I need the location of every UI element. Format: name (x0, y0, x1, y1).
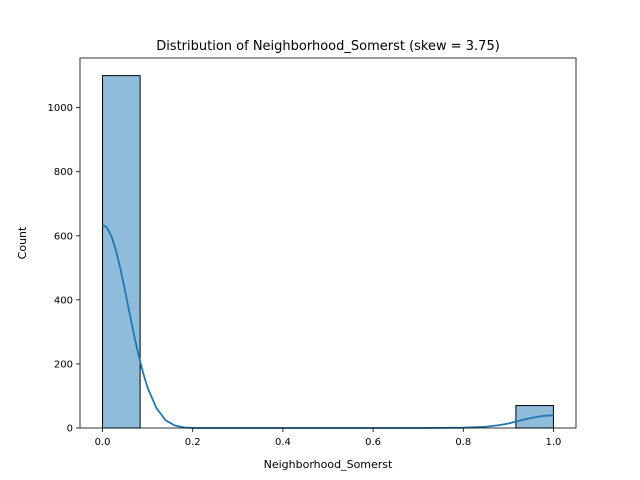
y-axis-label: Count (16, 226, 29, 259)
y-axis-ticks: 0 200 400 600 800 1000 (48, 103, 80, 435)
kde-curve (102, 223, 554, 429)
y-tick-label: 200 (54, 359, 73, 370)
x-tick-label: 0.4 (275, 437, 291, 448)
x-tick-label: 0.6 (365, 437, 381, 448)
x-tick-label: 0.2 (185, 437, 201, 448)
chart-title: Distribution of Neighborhood_Somerst (sk… (156, 39, 500, 54)
x-tick-label: 0.8 (455, 437, 471, 448)
y-tick-label: 600 (54, 231, 73, 242)
y-tick-label: 1000 (48, 103, 73, 114)
y-tick-label: 0 (67, 424, 73, 435)
plot-frame (79, 57, 577, 429)
histogram-bars (102, 75, 554, 429)
y-tick-label: 800 (54, 167, 73, 178)
x-tick-label: 1.0 (546, 437, 562, 448)
x-tick-label: 0.0 (95, 437, 111, 448)
x-axis-label: Neighborhood_Somerst (264, 458, 393, 471)
y-tick-label: 400 (54, 295, 73, 306)
histogram-bar (102, 75, 141, 429)
x-axis-ticks: 0.0 0.2 0.4 0.6 0.8 1.0 (95, 428, 562, 448)
